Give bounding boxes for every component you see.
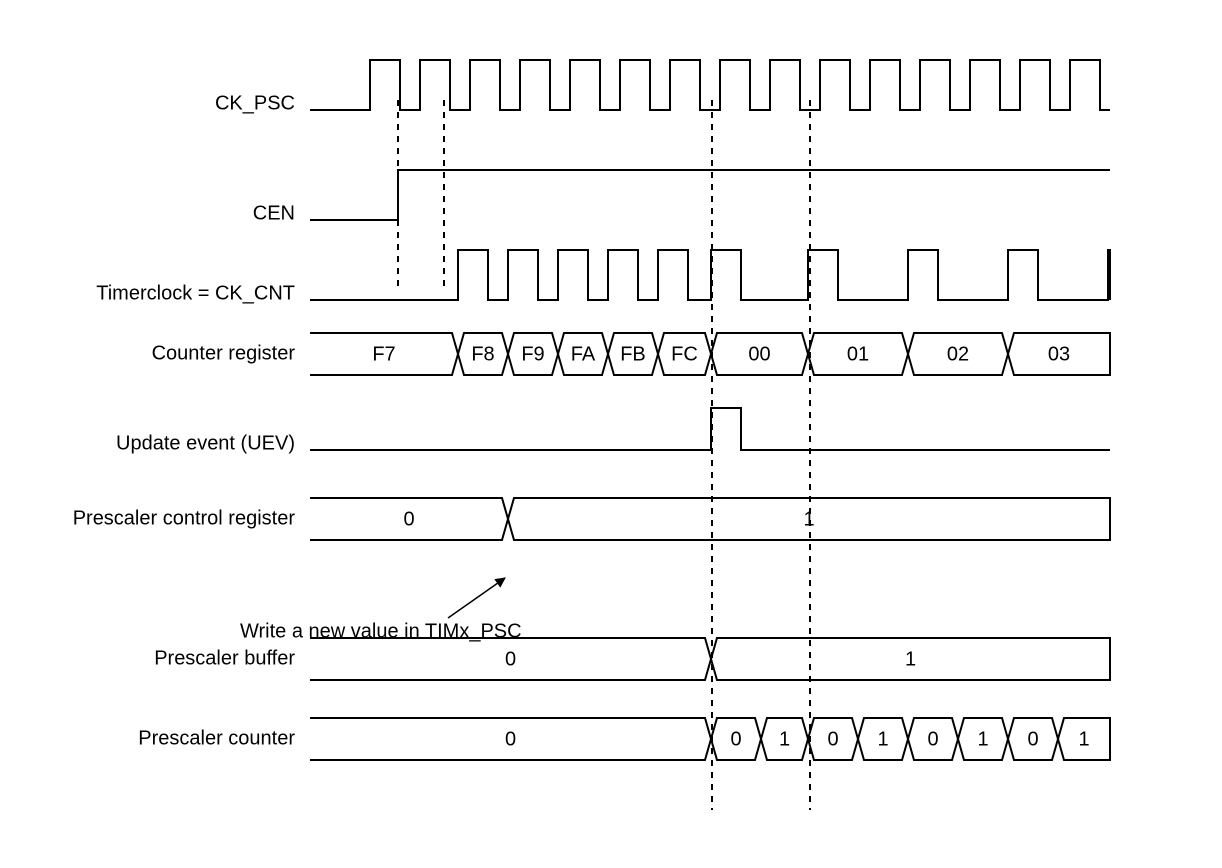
prescaler_control-bus-bot — [310, 519, 1110, 540]
counter_register-val: 01 — [847, 343, 869, 365]
annotation-arrow — [448, 578, 505, 618]
prescaler_buffer-label: Prescaler buffer — [154, 647, 295, 669]
timing-diagram: CK_PSC CEN Timerclock = CK_CNT Counter regi… — [20, 20, 1222, 848]
counter_register-val: 00 — [748, 343, 770, 365]
counter_register-label: Counter register — [152, 342, 296, 364]
counter_register-val: F9 — [521, 343, 544, 365]
CK_PSC-wave — [310, 60, 1110, 110]
counter_register-val: 03 — [1048, 343, 1070, 365]
prescaler_counter-bus-bot — [310, 739, 1110, 760]
prescaler_counter-val: 1 — [877, 728, 888, 750]
CEN-label: CEN — [253, 202, 295, 224]
CK_CNT-wave — [310, 250, 1110, 300]
CEN-wave — [310, 170, 1110, 220]
prescaler_counter-val: 0 — [927, 728, 938, 750]
counter_register-val: F8 — [471, 343, 494, 365]
prescaler_counter-bus-top — [310, 718, 1110, 739]
prescaler_counter-val: 1 — [779, 728, 790, 750]
prescaler_counter-val: 0 — [730, 728, 741, 750]
annotation-text: Write a new value in TIMx_PSC — [240, 620, 522, 642]
counter_register-val: FB — [620, 343, 646, 365]
prescaler_control-val: 0 — [403, 508, 414, 530]
prescaler_control-val: 1 — [803, 508, 814, 530]
counter_register-bus-bot — [310, 354, 1110, 375]
prescaler_buffer-val: 1 — [905, 648, 916, 670]
counter_register-val: F7 — [372, 343, 395, 365]
uev-wave — [310, 408, 1110, 450]
prescaler_buffer-val: 0 — [505, 648, 516, 670]
uev-label: Update event (UEV) — [116, 432, 295, 454]
prescaler_control-bus-top — [310, 498, 1110, 519]
prescaler_counter-label: Prescaler counter — [138, 727, 295, 749]
prescaler_counter-val: 0 — [505, 728, 516, 750]
prescaler_counter-val: 1 — [977, 728, 988, 750]
counter_register-bus-top — [310, 333, 1110, 354]
counter_register-val: FA — [571, 343, 596, 365]
prescaler_buffer-bus-bot — [310, 659, 1110, 680]
CK_PSC-label: CK_PSC — [215, 92, 295, 114]
prescaler_counter-val: 0 — [827, 728, 838, 750]
counter_register-val: 02 — [947, 343, 969, 365]
prescaler_control-label: Prescaler control register — [73, 507, 296, 529]
CK_CNT-label: Timerclock = CK_CNT — [96, 282, 295, 304]
counter_register-val: FC — [671, 343, 698, 365]
prescaler_counter-val: 1 — [1078, 728, 1089, 750]
prescaler_counter-val: 0 — [1027, 728, 1038, 750]
